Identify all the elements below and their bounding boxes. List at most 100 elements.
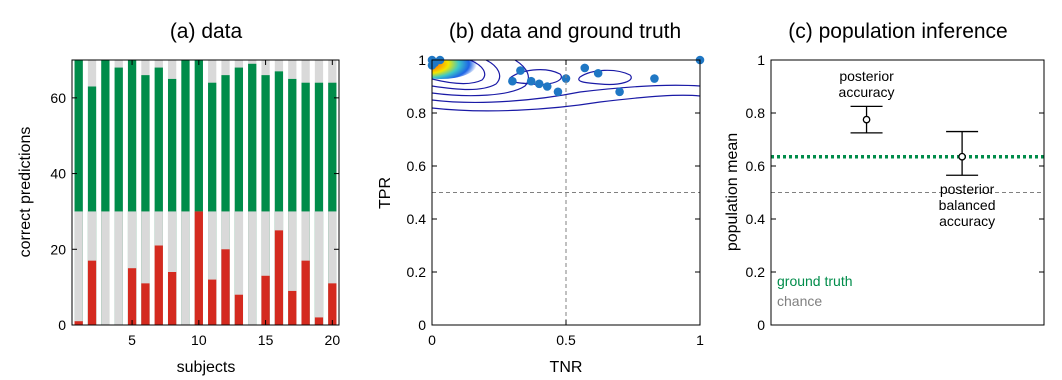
- panel-b-title: (b) data and ground truth: [449, 20, 681, 43]
- error-bar-accuracy: [850, 105, 883, 134]
- x-tick-label: 5: [128, 332, 136, 348]
- x-tick-label: 15: [258, 332, 274, 348]
- bar-total-negative: [288, 211, 297, 325]
- panel-b-ylabel: TPR: [377, 177, 394, 209]
- y-tick-label: 0: [418, 317, 426, 333]
- panel-a-axes: 5 10 15 20 0 20 40 60: [50, 59, 341, 348]
- bar-total-negative: [208, 211, 217, 325]
- panel-b-points: [427, 55, 705, 97]
- bar-correct-negative: [328, 283, 337, 325]
- label-posterior-accuracy: accuracy: [839, 84, 895, 100]
- data-point: [615, 87, 624, 97]
- bar-total-negative: [234, 211, 244, 325]
- bar-correct-negative: [141, 283, 150, 325]
- contour-line: [432, 60, 529, 97]
- panel-c-title: (c) population inference: [788, 20, 1007, 43]
- y-tick-label: 0.2: [407, 264, 427, 280]
- x-tick-label: 10: [191, 332, 207, 348]
- panel-c-axes: 0 0.2 0.4 0.6 0.8 1: [746, 52, 1045, 333]
- bar-correct-positive: [101, 60, 110, 325]
- data-point: [561, 74, 571, 83]
- mean-marker: [862, 115, 871, 124]
- mean-marker: [958, 152, 966, 161]
- bar-total-negative: [114, 211, 123, 325]
- data-point: [516, 66, 525, 75]
- bar-correct-negative: [234, 294, 244, 325]
- bar-correct-positive: [261, 75, 270, 326]
- data-point: [593, 68, 603, 78]
- bar-correct-positive: [74, 60, 83, 325]
- density-peak: [432, 60, 477, 79]
- panel-b-density-contours: [432, 60, 700, 112]
- y-tick-label: 0: [58, 317, 66, 333]
- bar-correct-negative: [301, 260, 310, 325]
- data-point: [553, 87, 563, 97]
- contour-line: [432, 60, 486, 85]
- x-tick-label: 0: [428, 332, 436, 348]
- data-point: [534, 79, 544, 89]
- y-tick-label: 0.2: [746, 264, 766, 280]
- legend-chance: chance: [777, 293, 822, 309]
- bar-correct-positive: [208, 82, 217, 325]
- contour-line: [578, 69, 632, 86]
- error-bar-balanced-accuracy: [946, 130, 979, 176]
- label-posterior-balanced-accuracy: accuracy: [939, 213, 995, 229]
- bar-correct-negative: [221, 249, 230, 325]
- bar-correct-positive: [234, 67, 244, 326]
- contour-line: [432, 94, 700, 112]
- panel-b-axes: 0 0.5 1 0 0.2 0.4 0.6 0.8 1: [407, 52, 705, 348]
- bar-correct-positive: [194, 60, 203, 325]
- y-tick-label: 0.6: [407, 158, 427, 174]
- bar-correct-positive: [301, 82, 310, 325]
- bar-correct-negative: [167, 272, 177, 325]
- panel-c-population-inference: (c) population inference population mean…: [724, 20, 1045, 333]
- y-tick-label: 0: [757, 317, 765, 333]
- contour-line: [432, 60, 501, 91]
- bar-correct-positive: [141, 75, 150, 326]
- bar-total-negative: [74, 211, 83, 325]
- panel-c-content: posterioraccuracyposteriorbalancedaccura…: [771, 68, 1044, 229]
- y-tick-label: 0.6: [746, 158, 766, 174]
- bar-correct-positive: [167, 78, 177, 325]
- bar-total-negative: [248, 211, 257, 325]
- panel-a-title: (a) data: [170, 20, 243, 43]
- bar-correct-positive: [248, 63, 257, 326]
- bar-correct-negative: [314, 317, 324, 325]
- y-tick-label: 0.8: [746, 105, 766, 121]
- data-point: [508, 76, 517, 86]
- bar-correct-positive: [127, 60, 137, 325]
- label-posterior-balanced-accuracy: balanced: [939, 197, 996, 213]
- bar-correct-positive: [181, 60, 190, 325]
- panel-c-ylabel: population mean: [724, 133, 741, 251]
- bar-correct-positive: [114, 67, 123, 326]
- panel-a-bars: [74, 60, 337, 326]
- y-tick-label: 0.4: [407, 211, 427, 227]
- y-tick-label: 20: [50, 241, 66, 257]
- y-tick-label: 0.4: [746, 211, 766, 227]
- bar-correct-positive: [274, 71, 284, 325]
- bar-total-negative: [314, 211, 324, 325]
- panel-a-frame: [71, 59, 340, 326]
- bar-total-negative: [328, 211, 337, 325]
- bar-correct-positive: [221, 75, 230, 326]
- data-point: [650, 74, 659, 83]
- bar-correct-negative: [154, 245, 163, 325]
- bar-total-negative: [101, 211, 110, 325]
- panel-a-data: (a) data subjects correct predictions 5 1…: [17, 20, 340, 376]
- bar-total-negative: [181, 211, 190, 325]
- panel-a-xlabel: subjects: [177, 359, 236, 376]
- y-tick-label: 0.8: [407, 105, 427, 121]
- contour-line: [432, 84, 700, 104]
- y-tick-label: 60: [50, 90, 66, 106]
- bar-correct-negative: [288, 290, 297, 325]
- y-tick-label: 1: [757, 52, 765, 68]
- label-posterior-accuracy: posterior: [839, 68, 894, 84]
- x-tick-label: 20: [325, 332, 341, 348]
- x-tick-label: 0.5: [556, 332, 576, 348]
- bar-correct-negative: [194, 211, 203, 325]
- bar-correct-positive: [314, 82, 324, 325]
- bar-correct-negative: [208, 279, 217, 325]
- bar-correct-positive: [288, 78, 297, 325]
- bar-correct-positive: [328, 82, 337, 325]
- panel-a-ylabel: correct predictions: [17, 127, 34, 258]
